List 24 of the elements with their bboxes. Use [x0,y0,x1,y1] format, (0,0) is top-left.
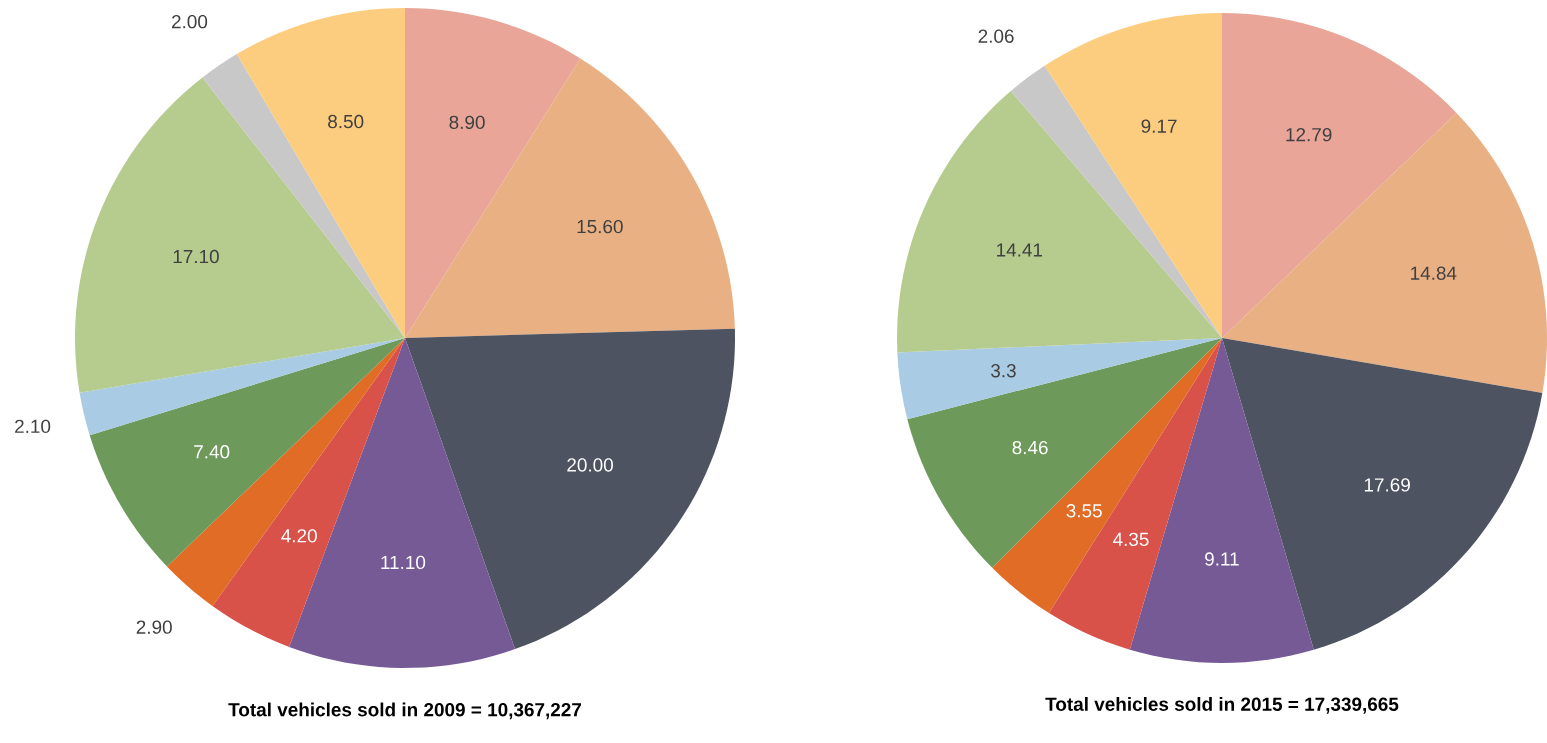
data-label: 17.69 [1364,478,1410,492]
data-label: 17.10 [173,249,219,264]
data-label: 4.35 [1112,532,1149,547]
data-label: 3.3 [991,363,1016,378]
data-label: 8.50 [328,114,364,129]
data-label: 11.10 [381,555,426,570]
data-label: 2.00 [171,14,208,29]
data-label: 12.79 [1286,127,1332,142]
data-label: 7.40 [194,445,230,459]
data-label: 2.90 [136,620,172,634]
data-label: 14.41 [997,243,1043,257]
data-label: 2.10 [15,419,51,434]
text: Total vehicles sold in 2015 = 17,339,665 [1045,697,1399,714]
text: Total vehicles sold in 2009 = 10,367,227 [228,702,582,720]
data-label: 3.55 [1066,504,1102,518]
data-label: 9.11 [1205,552,1239,566]
data-label: 20.00 [567,458,613,472]
data-label: 14.84 [1411,266,1457,280]
data-label: 8.46 [1012,440,1048,455]
data-label: 8.90 [449,115,485,130]
data-label: 4.20 [281,529,317,543]
data-label: 15.60 [577,219,623,234]
data-label: 2.06 [978,29,1014,43]
data-label: 9.17 [1141,119,1177,133]
